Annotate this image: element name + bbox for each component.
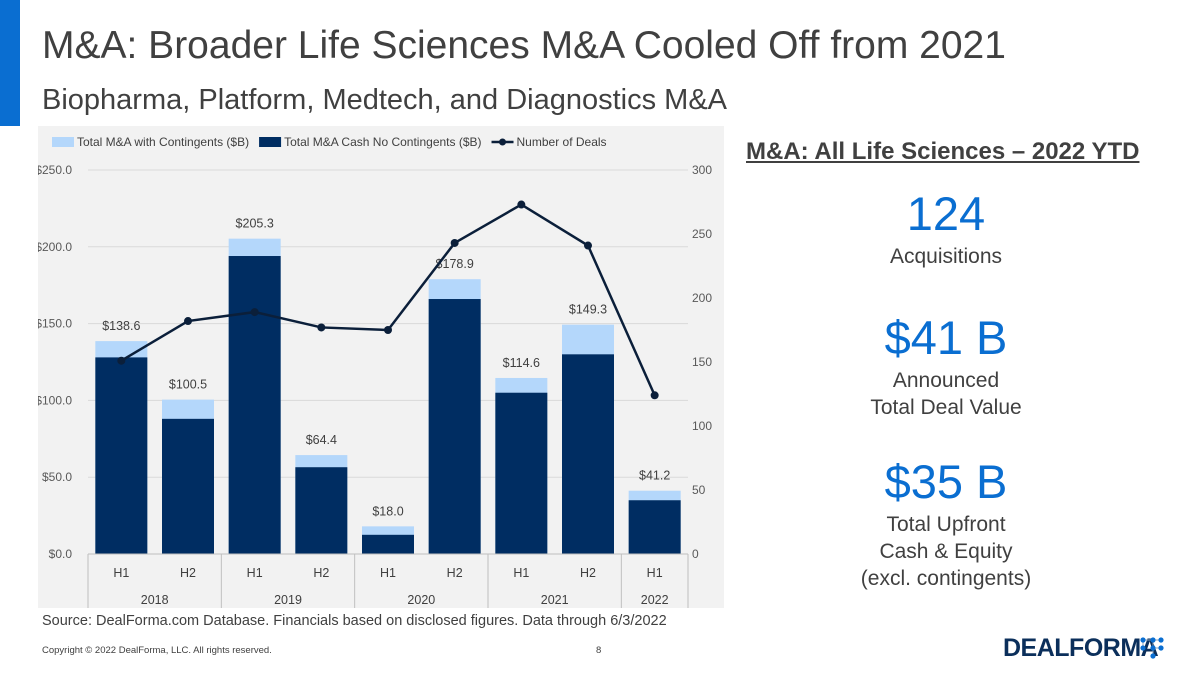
x-tick-label: H1 xyxy=(247,566,263,580)
y-right-tick-label: 50 xyxy=(692,483,706,497)
y-left-tick-label: $0.0 xyxy=(49,547,73,561)
page-subtitle: Biopharma, Platform, Medtech, and Diagno… xyxy=(42,84,728,116)
y-right-tick-label: 0 xyxy=(692,547,699,561)
bar-data-label: $100.5 xyxy=(169,378,207,392)
logo-text: DEALFORMA xyxy=(1003,634,1159,662)
kpi-panel: M&A: All Life Sciences – 2022 YTD 124 Acq… xyxy=(746,138,1166,590)
y-right-tick-label: 100 xyxy=(692,419,712,433)
y-left-tick-label: $200.0 xyxy=(38,240,72,254)
page-number: 8 xyxy=(596,645,602,656)
kpi-heading: M&A: All Life Sciences – 2022 YTD xyxy=(746,138,1140,165)
bar-data-label: $64.4 xyxy=(306,433,337,447)
bar-cash-no-contingents xyxy=(495,392,548,554)
kpi-block: $35 B Total Upfront Cash & Equity (excl. co… xyxy=(746,458,1146,592)
legend-label: Total M&A with Contingents ($B) xyxy=(77,135,249,149)
kpi-label-line: Total Upfront xyxy=(886,513,1006,536)
deals-point xyxy=(117,356,126,365)
legend-line-marker xyxy=(499,138,507,146)
kpi-label-line: Total Deal Value xyxy=(870,396,1022,419)
year-group-label: 2020 xyxy=(407,593,435,607)
kpi-block: 124 Acquisitions xyxy=(746,190,1146,270)
kpi-value: $35 B xyxy=(884,455,1008,508)
y-left-tick-label: $100.0 xyxy=(38,393,72,407)
bar-data-label: $205.3 xyxy=(236,217,274,231)
deals-point xyxy=(450,238,459,247)
accent-bar xyxy=(0,0,20,126)
deals-point xyxy=(517,200,526,209)
y-left-tick-label: $250.0 xyxy=(38,163,72,177)
kpi-label: Acquisitions xyxy=(746,243,1146,270)
year-group-label: 2021 xyxy=(541,593,569,607)
bar-data-label: $18.0 xyxy=(372,504,403,518)
dealforma-logo: DEALFORMA xyxy=(1003,634,1173,664)
kpi-label-line: Acquisitions xyxy=(889,245,1003,268)
page-title: M&A: Broader Life Sciences M&A Cooled Of… xyxy=(42,24,1006,67)
bar-data-label: $138.6 xyxy=(102,319,140,333)
deals-point xyxy=(317,323,326,332)
bar-cash-no-contingents xyxy=(295,467,348,554)
x-tick-label: H1 xyxy=(513,566,529,580)
deals-point xyxy=(250,308,259,317)
deals-point xyxy=(184,317,192,326)
x-tick-label: H1 xyxy=(113,566,129,580)
bar-cash-no-contingents xyxy=(562,354,614,554)
bar-cash-no-contingents xyxy=(228,256,281,554)
copyright-note: Copyright © 2022 DealForma, LLC. All rig… xyxy=(42,645,272,656)
source-note: Source: DealForma.com Database. Financia… xyxy=(42,613,667,629)
y-right-tick-label: 150 xyxy=(692,355,712,369)
kpi-block: $41 B Announced Total Deal Value xyxy=(746,314,1146,421)
x-tick-label: H2 xyxy=(180,566,196,580)
y-left-tick-label: $150.0 xyxy=(38,317,72,331)
kpi-value: 124 xyxy=(906,187,986,240)
year-group-label: 2022 xyxy=(641,593,669,607)
bar-data-label: $149.3 xyxy=(569,303,607,317)
legend-label: Number of Deals xyxy=(517,135,607,149)
x-tick-label: H2 xyxy=(447,566,463,580)
x-tick-label: H2 xyxy=(313,566,329,580)
y-left-tick-label: $50.0 xyxy=(42,470,72,484)
deals-point xyxy=(584,241,592,250)
bar-cash-no-contingents xyxy=(428,299,481,554)
bar-cash-no-contingents xyxy=(362,534,414,554)
x-tick-label: H1 xyxy=(647,566,663,580)
year-group-label: 2019 xyxy=(274,593,302,607)
kpi-label-line: Cash & Equity xyxy=(879,540,1013,563)
bar-cash-no-contingents xyxy=(162,418,214,554)
year-group-label: 2018 xyxy=(141,593,169,607)
y-right-tick-label: 300 xyxy=(692,163,712,177)
ma-chart: $0.0 $50.0 $100.0 $150.0 $200.0 $250.0 0 50 100 1… xyxy=(38,135,712,608)
kpi-label-line: (excl. contingents) xyxy=(860,567,1032,590)
kpi-label: Announced Total Deal Value xyxy=(746,367,1146,421)
kpi-value: $41 B xyxy=(884,311,1008,364)
deals-point xyxy=(650,391,659,400)
y-right-tick-label: 200 xyxy=(692,291,712,305)
y-right-tick-label: 250 xyxy=(692,227,712,241)
legend-swatch xyxy=(259,137,282,147)
kpi-label-line: Announced xyxy=(892,369,1000,392)
bar-cash-no-contingents xyxy=(95,357,148,554)
bar-data-label: $114.6 xyxy=(503,356,540,370)
x-tick-label: H1 xyxy=(380,566,396,580)
x-tick-label: H2 xyxy=(580,566,596,580)
legend-label: Total M&A Cash No Contingents ($B) xyxy=(284,135,481,149)
deals-point xyxy=(384,326,392,334)
legend-swatch xyxy=(52,137,74,147)
network-dots-icon xyxy=(1140,637,1164,659)
kpi-label: Total Upfront Cash & Equity (excl. conting… xyxy=(746,511,1146,592)
bar-cash-no-contingents xyxy=(628,500,681,554)
bar-data-label: $41.2 xyxy=(639,469,670,483)
chart-panel: $0.0 $50.0 $100.0 $150.0 $200.0 $250.0 0 50 100 1… xyxy=(38,126,724,608)
bar-data-label: $178.9 xyxy=(436,257,474,271)
